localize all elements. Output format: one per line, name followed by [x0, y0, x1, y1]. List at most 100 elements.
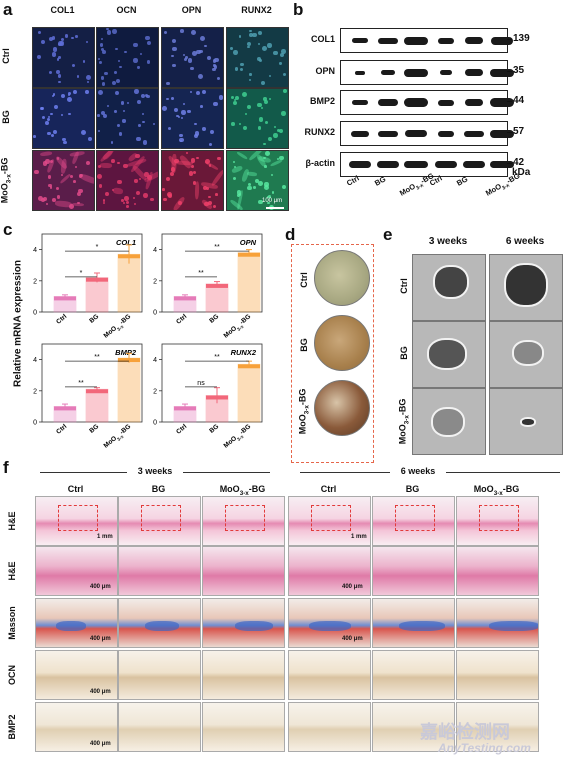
cell-nucleus [217, 76, 221, 81]
cell-nucleus [75, 35, 79, 38]
histology-image [288, 546, 371, 596]
histology-group-label: BG [151, 484, 166, 494]
chart-title: BMP2 [115, 348, 137, 357]
cell-nucleus [273, 133, 278, 138]
bone-defect [427, 338, 467, 370]
collagen-region [489, 621, 538, 631]
cell-nucleus [263, 165, 267, 168]
cell-nucleus [191, 29, 197, 35]
cell-cytoplasm [194, 181, 200, 200]
blot-band [490, 129, 514, 138]
cell-nucleus [49, 159, 54, 164]
ct-column-header: 3 weeks [428, 236, 468, 247]
cell-nucleus [102, 82, 106, 86]
cell-cytoplasm [112, 187, 124, 195]
western-blot-strip [340, 28, 513, 53]
cell-nucleus [267, 201, 271, 205]
cell-nucleus [276, 128, 281, 133]
western-blot-strip [340, 152, 514, 177]
cell-nucleus [51, 36, 56, 41]
cell-cytoplasm [171, 153, 177, 173]
blot-band [404, 36, 428, 45]
cell-nucleus [85, 161, 90, 166]
microct-image [489, 254, 563, 321]
panel-e-label: e [383, 225, 393, 244]
scale-bar-400um: 400 μm [342, 636, 363, 642]
alp-row-label: Ctrl [299, 272, 309, 288]
cell-nucleus [237, 194, 240, 197]
cell-cytoplasm [39, 151, 53, 157]
cell-nucleus [252, 186, 256, 189]
histology-group-label: Ctrl [320, 484, 337, 494]
bar [117, 357, 141, 423]
cell-nucleus [267, 194, 272, 199]
cell-nucleus [123, 163, 128, 168]
cell-nucleus [204, 158, 210, 164]
cell-nucleus [257, 126, 261, 130]
watermark-en: AnyTesting.com [438, 741, 531, 755]
panel-f-label: f [3, 458, 9, 477]
collagen-region [309, 621, 351, 631]
cell-nucleus [192, 171, 196, 175]
cell-nucleus [212, 101, 218, 107]
cell-nucleus [143, 172, 149, 177]
fluorescence-image [226, 27, 289, 88]
histology-row-label: OCN [7, 665, 17, 685]
cell-nucleus [45, 159, 50, 164]
scale-bar-400um: 400 μm [342, 584, 363, 590]
cell-nucleus [115, 47, 118, 50]
microct-image [412, 321, 486, 388]
cell-nucleus [133, 58, 138, 63]
cell-nucleus [246, 41, 252, 47]
fluorescence-image [96, 88, 159, 149]
cell-nucleus [79, 174, 84, 178]
western-blot-strip [340, 90, 514, 115]
y-tick-label: 0 [33, 310, 37, 317]
cell-nucleus [124, 196, 129, 201]
cell-nucleus [50, 112, 53, 116]
ct-row-label: Ctrl [399, 278, 409, 294]
timepoint-rule [446, 472, 560, 473]
scale-bar-1mm: 1 mm [351, 534, 367, 540]
blot-band [377, 161, 399, 168]
category-label: BG [208, 313, 220, 325]
cell-nucleus [52, 198, 57, 203]
cell-nucleus [49, 70, 53, 75]
cell-nucleus [236, 190, 242, 195]
cell-nucleus [49, 186, 53, 189]
kda-marker: 44 [513, 95, 525, 106]
cell-nucleus [85, 90, 89, 94]
chart-frame [161, 343, 263, 423]
cell-nucleus [281, 111, 286, 116]
cell-nucleus [60, 37, 65, 42]
significance-label: * [96, 244, 99, 251]
cell-nucleus [232, 176, 237, 181]
bar-top [86, 389, 108, 394]
bone-defect [512, 340, 544, 366]
cell-nucleus [140, 52, 143, 55]
histology-image [202, 650, 285, 700]
histology-image [372, 650, 455, 700]
cell-nucleus [207, 195, 211, 199]
cell-nucleus [247, 186, 252, 191]
cell-nucleus [124, 50, 127, 54]
cell-nucleus [119, 65, 123, 69]
cell-nucleus [177, 115, 181, 119]
cell-nucleus [50, 133, 55, 138]
cell-nucleus [264, 120, 268, 124]
if-column-header: COL1 [50, 5, 75, 15]
watermark-cn: 嘉峪检测网 [420, 722, 510, 742]
cell-nucleus [116, 161, 120, 165]
cell-nucleus [113, 71, 117, 75]
cell-nucleus [142, 120, 145, 123]
cell-nucleus [122, 109, 125, 113]
cell-nucleus [257, 181, 263, 187]
cell-nucleus [123, 202, 126, 205]
cell-nucleus [179, 139, 183, 143]
cell-nucleus [71, 63, 76, 67]
if-column-header: OPN [181, 5, 202, 15]
cell-cytoplasm [54, 200, 73, 208]
histology-image [35, 702, 118, 752]
histology-image [202, 496, 285, 546]
